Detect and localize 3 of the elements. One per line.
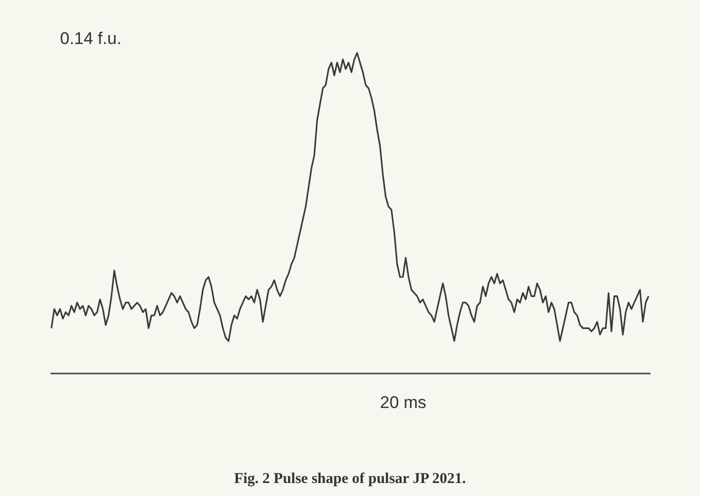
text: 20 ms: [380, 393, 426, 412]
text: 0.14 f.u.: [60, 29, 122, 48]
text: Fig. 2 Pulse shape of pulsar JP 2021.: [234, 471, 466, 487]
